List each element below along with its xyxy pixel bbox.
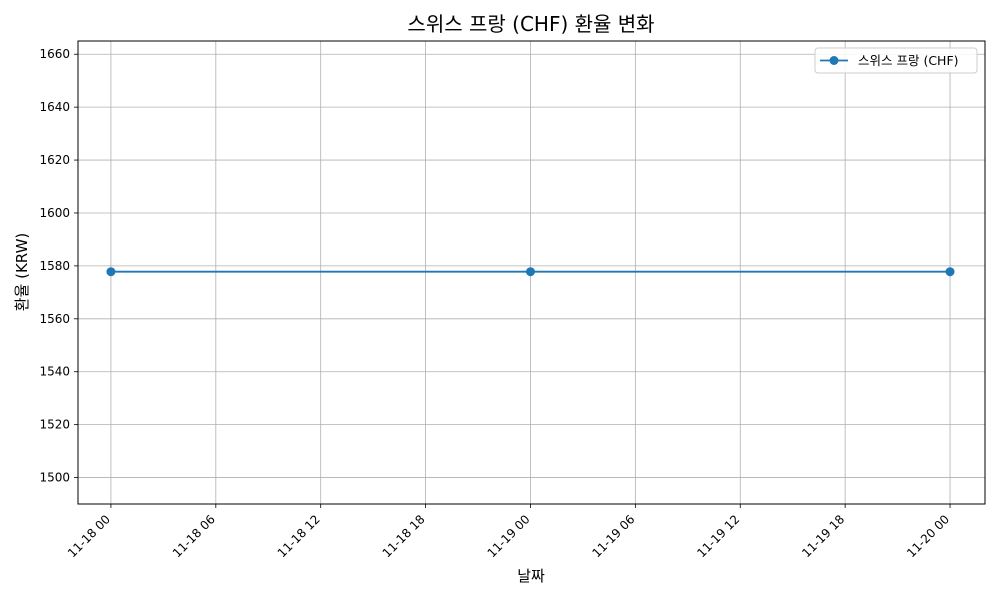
legend-label: 스위스 프랑 (CHF) <box>858 53 959 68</box>
y-tick-label: 1620 <box>39 153 70 167</box>
grid-lines <box>78 41 985 504</box>
x-axis-label: 날짜 <box>517 567 545 585</box>
y-tick-label: 1660 <box>39 47 70 61</box>
legend: 스위스 프랑 (CHF) <box>814 47 978 74</box>
y-axis-ticks: 1500 1520 1540 1560 1580 1600 1620 1640 1660 <box>39 47 78 485</box>
chart-title: 스위스 프랑 (CHF) 환율 변화 <box>407 12 654 36</box>
legend-marker-swatch <box>829 56 839 65</box>
y-tick-label: 1500 <box>39 471 70 485</box>
series-layer <box>106 267 955 277</box>
data-point <box>525 267 535 277</box>
y-tick-label: 1560 <box>39 312 70 326</box>
y-axis-label: 환율 (KRW) <box>13 233 31 312</box>
y-tick-label: 1580 <box>39 259 70 273</box>
y-tick-label: 1540 <box>39 365 70 379</box>
y-tick-label: 1600 <box>39 206 70 220</box>
y-tick-label: 1520 <box>39 418 70 432</box>
data-point <box>106 267 116 277</box>
y-tick-label: 1640 <box>39 100 70 114</box>
plot-area-frame <box>77 40 986 505</box>
legend-box <box>814 47 978 74</box>
data-point <box>945 267 955 277</box>
